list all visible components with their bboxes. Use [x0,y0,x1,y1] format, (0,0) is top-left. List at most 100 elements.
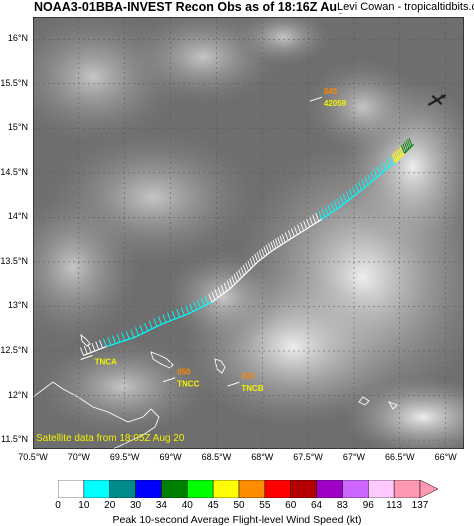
longitude-label: 69.5°W [109,452,140,462]
coastline-south-america [33,381,160,449]
wind-barb [196,299,201,308]
wind-barb [238,269,243,278]
wind-barb [358,181,363,191]
wind-barb [312,214,317,224]
wind-barb [364,176,369,186]
colorbar-segment [238,480,266,498]
colorbar-tick-label: 40 [181,500,193,511]
wind-speed-colorbar [58,480,438,498]
colorbar-tick-label: 50 [233,500,245,511]
colorbar-segment [368,480,395,498]
flight-track [80,137,414,357]
station-id: TNCA [95,357,117,366]
wind-barb [87,344,92,353]
wind-barb [355,184,359,193]
longitude-label: 66.5°W [384,452,415,462]
longitude-label: 68°W [251,452,274,462]
wind-barb [315,212,320,222]
wind-barb [102,338,107,347]
wind-barb [251,256,256,265]
latitude-label: 14°N [7,211,28,222]
latitude-label: 15°N [7,122,28,133]
wind-barb [336,198,341,207]
wind-barb [297,224,301,233]
wind-barb [95,341,100,350]
coastline-islands-east [358,396,398,410]
wind-barb [333,200,338,209]
colorbar-segment [187,480,214,498]
station-markers: 045 42059 TNCA 050 TNCC 070 TNCB [80,87,347,393]
colorbar-tick-label: 113 [386,500,403,511]
wind-barb [116,333,121,343]
colorbar-tick-label: 55 [259,500,271,511]
wind-barb [112,335,116,344]
station-barb [162,377,176,383]
wind-barb [277,237,282,246]
wind-barb [303,220,307,230]
wind-barb [284,232,289,241]
longitude-label: 70°W [67,452,90,462]
wind-barb [394,151,399,160]
station-barb [309,96,323,102]
wind-barb [162,314,167,323]
station-value: 045 [324,87,338,96]
wind-barb [306,218,311,228]
wind-barb [345,191,350,200]
longitude-label: 66°W [434,452,457,462]
wind-barb [107,336,112,346]
wind-barb [396,149,401,158]
coastline-bonaire [214,358,226,374]
wind-barb [321,208,326,218]
map-title: NOAA3-01BBA-INVEST Recon Obs as of 18:16… [34,0,397,14]
wind-barb [148,320,153,329]
colorbar-tick-label: 60 [285,500,297,511]
wind-barb [352,186,356,196]
wind-barb [261,248,265,257]
wind-barb [220,284,225,294]
wind-barb [254,253,259,263]
colorbar-segment [58,480,85,498]
wind-barb [247,260,252,269]
wind-barb [379,164,384,173]
wind-barb [349,189,353,198]
wind-barb [324,206,329,216]
wind-barb [204,295,209,305]
longitude-label: 68.5°W [201,452,232,462]
wind-barb [167,312,171,321]
wind-barb [391,154,396,163]
latitude-label: 15.5°N [0,77,28,88]
wind-barb [399,146,404,155]
longitude-label: 67.5°W [293,452,323,462]
wind-barb [217,287,222,296]
wind-barb [263,246,268,255]
wind-barb [270,241,275,250]
wind-barb [223,282,228,292]
latitude-label: 14.5°N [0,166,28,177]
wind-barb [242,264,247,274]
wind-barb [300,222,304,231]
wind-barb [125,330,130,340]
cloud-layer [33,17,464,449]
wind-barb [388,156,393,165]
wind-barb [405,140,410,149]
wind-barb [407,139,411,148]
longitude-label: 70.5°W [18,452,48,462]
wind-barb [281,234,286,243]
wind-barb [370,171,375,181]
wind-barb [135,327,139,336]
colorbar-tick-label: 30 [130,500,142,511]
colorbar-segment [212,480,240,498]
wind-barb [382,161,387,170]
wind-barb [309,216,314,226]
colorbar-tick-label: 0 [55,500,61,511]
aircraft-icon [427,94,447,106]
track-segment [257,250,272,263]
colorbar-segment [83,480,110,498]
wind-barb [373,169,378,178]
station-id: TNCC [177,380,199,389]
wind-barb [397,148,402,157]
wind-barb [157,316,162,325]
wind-barb [293,226,298,235]
latitude-label: 11.5°N [1,434,28,445]
wind-barb [139,325,144,334]
